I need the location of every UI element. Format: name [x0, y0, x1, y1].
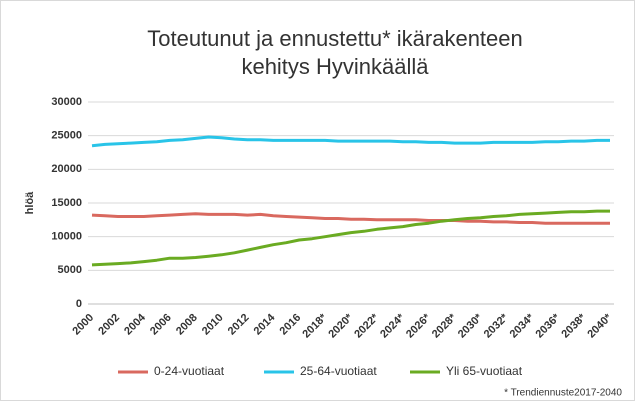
legend-label: 0-24-vuotiaat	[154, 364, 225, 378]
y-axis-label: hlöä	[24, 191, 36, 214]
y-tick-label: 20000	[51, 163, 82, 175]
y-tick-label: 25000	[51, 130, 82, 142]
series-line	[91, 212, 610, 225]
legend-label: Yli 65-vuotiaat	[446, 364, 523, 378]
y-tick-label: 30000	[51, 96, 82, 108]
y-tick-label: 5000	[58, 264, 82, 276]
y-tick-label: 10000	[51, 231, 82, 243]
y-tick-label: 15000	[51, 197, 82, 209]
chart-title: kehitys Hyvinkäällä	[241, 54, 429, 79]
footnote: * Trendiennuste2017-2040	[504, 388, 622, 399]
series-line	[91, 209, 610, 267]
series-line	[91, 135, 610, 148]
chart-title: Toteutunut ja ennustettu* ikärakenteen	[147, 26, 523, 51]
y-tick-label: 0	[76, 298, 82, 310]
legend-label: 25-64-vuotiaat	[300, 364, 377, 378]
